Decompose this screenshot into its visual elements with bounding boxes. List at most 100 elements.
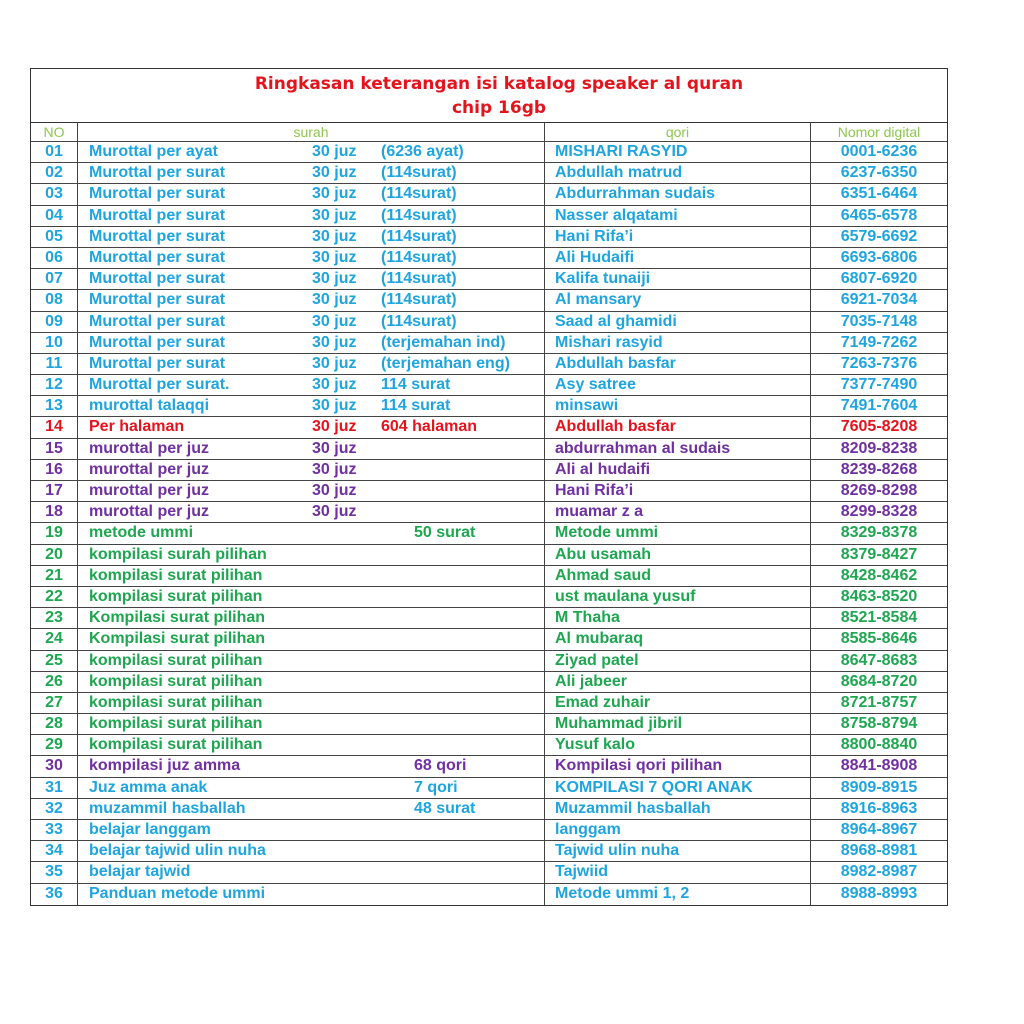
surah-cell: kompilasi surat pilihan (78, 650, 545, 671)
surah-cell: Kompilasi surat pilihan (78, 608, 545, 629)
nomor-digital-cell: 8964-8967 (840, 821, 918, 838)
surah-detail: 604 halaman (381, 418, 478, 436)
nomor-digital-cell: 7377-7490 (840, 376, 918, 394)
qori-cell: Ahmad saud (545, 565, 811, 586)
table-row: 01 Murottal per ayat 30 juz (6236 ayat) MISH… (31, 142, 947, 164)
nomor-digital-cell: 7605-8208 (840, 418, 918, 436)
surah-name: murottal per juz (89, 482, 210, 499)
nomor-digital-cell: 8982-8987 (840, 863, 918, 881)
surah-juz: 30 juz (312, 418, 357, 436)
surah-juz: 30 juz (312, 354, 357, 372)
table-row: 32 muzammil hasballah 48 surat Muzammil has… (31, 798, 947, 820)
qori-cell: ust maulana yusuf (545, 586, 811, 608)
qori-cell: Abdullah basfar (545, 353, 811, 375)
surah-name: Murottal per surat (89, 312, 226, 330)
surah-name: kompilasi surat pilihan (89, 715, 263, 733)
header-qori: qori (545, 123, 811, 141)
row-number: 24 (31, 629, 78, 650)
qori-cell: Tajwiid (545, 862, 811, 883)
surah-detail: 48 surat (414, 799, 476, 817)
surah-cell: Murottal per surat 30 juz (114surat) (78, 205, 545, 226)
surah-name: Panduan metode ummi (89, 884, 266, 902)
surah-detail: (terjemahan ind) (381, 333, 506, 351)
qori-cell: Hani Rifa’i (545, 226, 811, 247)
header-surah: surah (78, 123, 545, 141)
nomor-digital-cell: 6237-6350 (840, 164, 918, 182)
surah-juz: 30 juz (312, 164, 357, 182)
row-number: 16 (31, 459, 78, 480)
surah-cell: Murottal per surat 30 juz (114surat) (78, 311, 545, 332)
row-number: 28 (31, 714, 78, 735)
nomor-digital-cell: 8909-8915 (840, 778, 918, 796)
surah-name: Kompilasi surat pilihan (89, 630, 266, 648)
nomor-digital-cell: 8916-8963 (840, 799, 918, 817)
surah-name: Murottal per surat (89, 206, 226, 224)
surah-name: kompilasi surah pilihan (89, 545, 267, 563)
surah-cell: Murottal per surat 30 juz (terjemahan eng) (78, 353, 545, 375)
nomor-digital-cell: 8329-8378 (840, 524, 918, 542)
table-row: 23 Kompilasi surat pilihan M Thaha 8521-858… (31, 608, 947, 630)
qori-cell: Ali jabeer (545, 671, 811, 692)
catalog-table: Ringkasan keterangan isi katalog speaker… (30, 68, 948, 906)
table-row: 02 Murottal per surat 30 juz (114surat) Abdu… (31, 163, 947, 185)
row-number: 13 (31, 396, 78, 417)
row-number: 35 (31, 862, 78, 883)
table-row: 35 belajar tajwid Tajwiid 8982-8987 (31, 862, 947, 884)
surah-detail: (114surat) (381, 206, 457, 224)
nomor-digital-cell: 8379-8427 (840, 545, 918, 563)
nomor-digital-cell: 8800-8840 (840, 736, 918, 754)
row-number: 32 (31, 798, 78, 819)
surah-detail: (114surat) (381, 248, 457, 266)
nomor-digital-cell: 8684-8720 (840, 672, 918, 690)
surah-detail: 7 qori (414, 778, 458, 796)
nomor-digital-cell: 8239-8268 (840, 460, 918, 478)
surah-detail: (114surat) (381, 312, 457, 330)
surah-cell: metode ummi 50 surat (78, 523, 545, 544)
surah-cell: kompilasi surah pilihan (78, 544, 545, 565)
nomor-digital-cell: 8269-8298 (840, 482, 918, 499)
nomor-digital-cell: 6465-6578 (840, 206, 918, 224)
surah-name: Murottal per surat (89, 333, 226, 351)
surah-name: Murottal per surat (89, 248, 226, 266)
row-number: 09 (31, 311, 78, 332)
row-number: 07 (31, 269, 78, 290)
qori-cell: Ali Hudaifi (545, 247, 811, 269)
table-row: 19 metode ummi 50 surat Metode ummi 8329-837… (31, 523, 947, 545)
row-number: 34 (31, 841, 78, 862)
surah-name: Kompilasi surat pilihan (89, 609, 266, 627)
nomor-digital-cell: 8647-8683 (840, 651, 918, 669)
qori-cell: Al mansary (545, 290, 811, 311)
surah-name: Juz amma anak (89, 778, 208, 796)
surah-name: murottal per juz (89, 439, 210, 457)
row-number: 03 (31, 184, 78, 205)
table-row: 06 Murottal per surat 30 juz (114surat) Ali … (31, 247, 947, 270)
row-number: 25 (31, 650, 78, 671)
qori-cell: Muhammad jibril (545, 714, 811, 735)
row-number: 21 (31, 565, 78, 586)
table-row: 36 Panduan metode ummi Metode ummi 1, 2 898… (31, 883, 947, 905)
table-row: 29 kompilasi surat pilihan Yusuf kalo 8800-… (31, 735, 947, 757)
surah-cell: Murottal per surat 30 juz (114surat) (78, 226, 545, 247)
surah-cell: murottal per juz 30 juz (78, 459, 545, 480)
qori-cell: Abdurrahman sudais (545, 184, 811, 205)
qori-cell: M Thaha (545, 608, 811, 629)
surah-name: kompilasi surat pilihan (89, 587, 263, 605)
row-number: 15 (31, 438, 78, 459)
surah-name: kompilasi surat pilihan (89, 672, 263, 690)
qori-cell: Abdullah matrud (545, 163, 811, 184)
qori-cell: minsawi (545, 396, 811, 417)
surah-detail: 114 surat (381, 376, 451, 394)
qori-cell: Abu usamah (545, 544, 811, 565)
surah-detail: (114surat) (381, 164, 457, 182)
nomor-digital-cell: 8968-8981 (840, 842, 918, 860)
table-row: 12 Murottal per surat. 30 juz 114 surat Asy … (31, 375, 947, 397)
row-number: 26 (31, 671, 78, 692)
row-number: 14 (31, 417, 78, 438)
qori-cell: Muzammil hasballah (545, 798, 811, 819)
surah-juz: 30 juz (312, 460, 357, 478)
surah-detail: (114surat) (381, 185, 457, 203)
row-number: 23 (31, 608, 78, 629)
qori-cell: abdurrahman al sudais (545, 438, 811, 459)
table-row: 25 kompilasi surat pilihan Ziyad patel 8647… (31, 650, 947, 672)
qori-cell: Asy satree (545, 375, 811, 396)
